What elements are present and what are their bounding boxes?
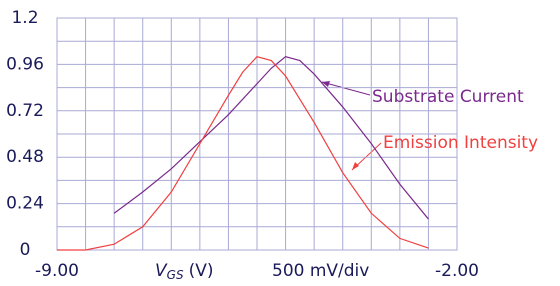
scale-note: 500 mV/div: [272, 261, 369, 281]
y-tick-label: 0: [20, 240, 31, 260]
y-tick-label: 0.96: [6, 54, 44, 74]
y-tick-label: 0.72: [6, 101, 44, 121]
y-tick-label: 0.24: [6, 194, 44, 214]
series-label: Substrate Current: [372, 87, 524, 107]
x-axis-label: VGS (V): [155, 261, 213, 282]
x-label-subscript: GS: [167, 268, 184, 282]
annotation-arrow: [321, 81, 371, 96]
x-tick-label: -2.00: [435, 261, 479, 281]
y-tick-label: 1.2: [11, 8, 38, 28]
x-label-symbol: V: [155, 261, 168, 281]
x-tick-label: -9.00: [35, 261, 79, 281]
series-label: Emission Intensity: [383, 133, 538, 153]
arrow-head: [322, 81, 330, 87]
x-label-unit: (V): [189, 261, 214, 281]
y-tick-label: 0.48: [6, 147, 44, 167]
series-line: [57, 55, 429, 251]
series-line: [113, 56, 429, 220]
arrow-head: [352, 162, 359, 170]
